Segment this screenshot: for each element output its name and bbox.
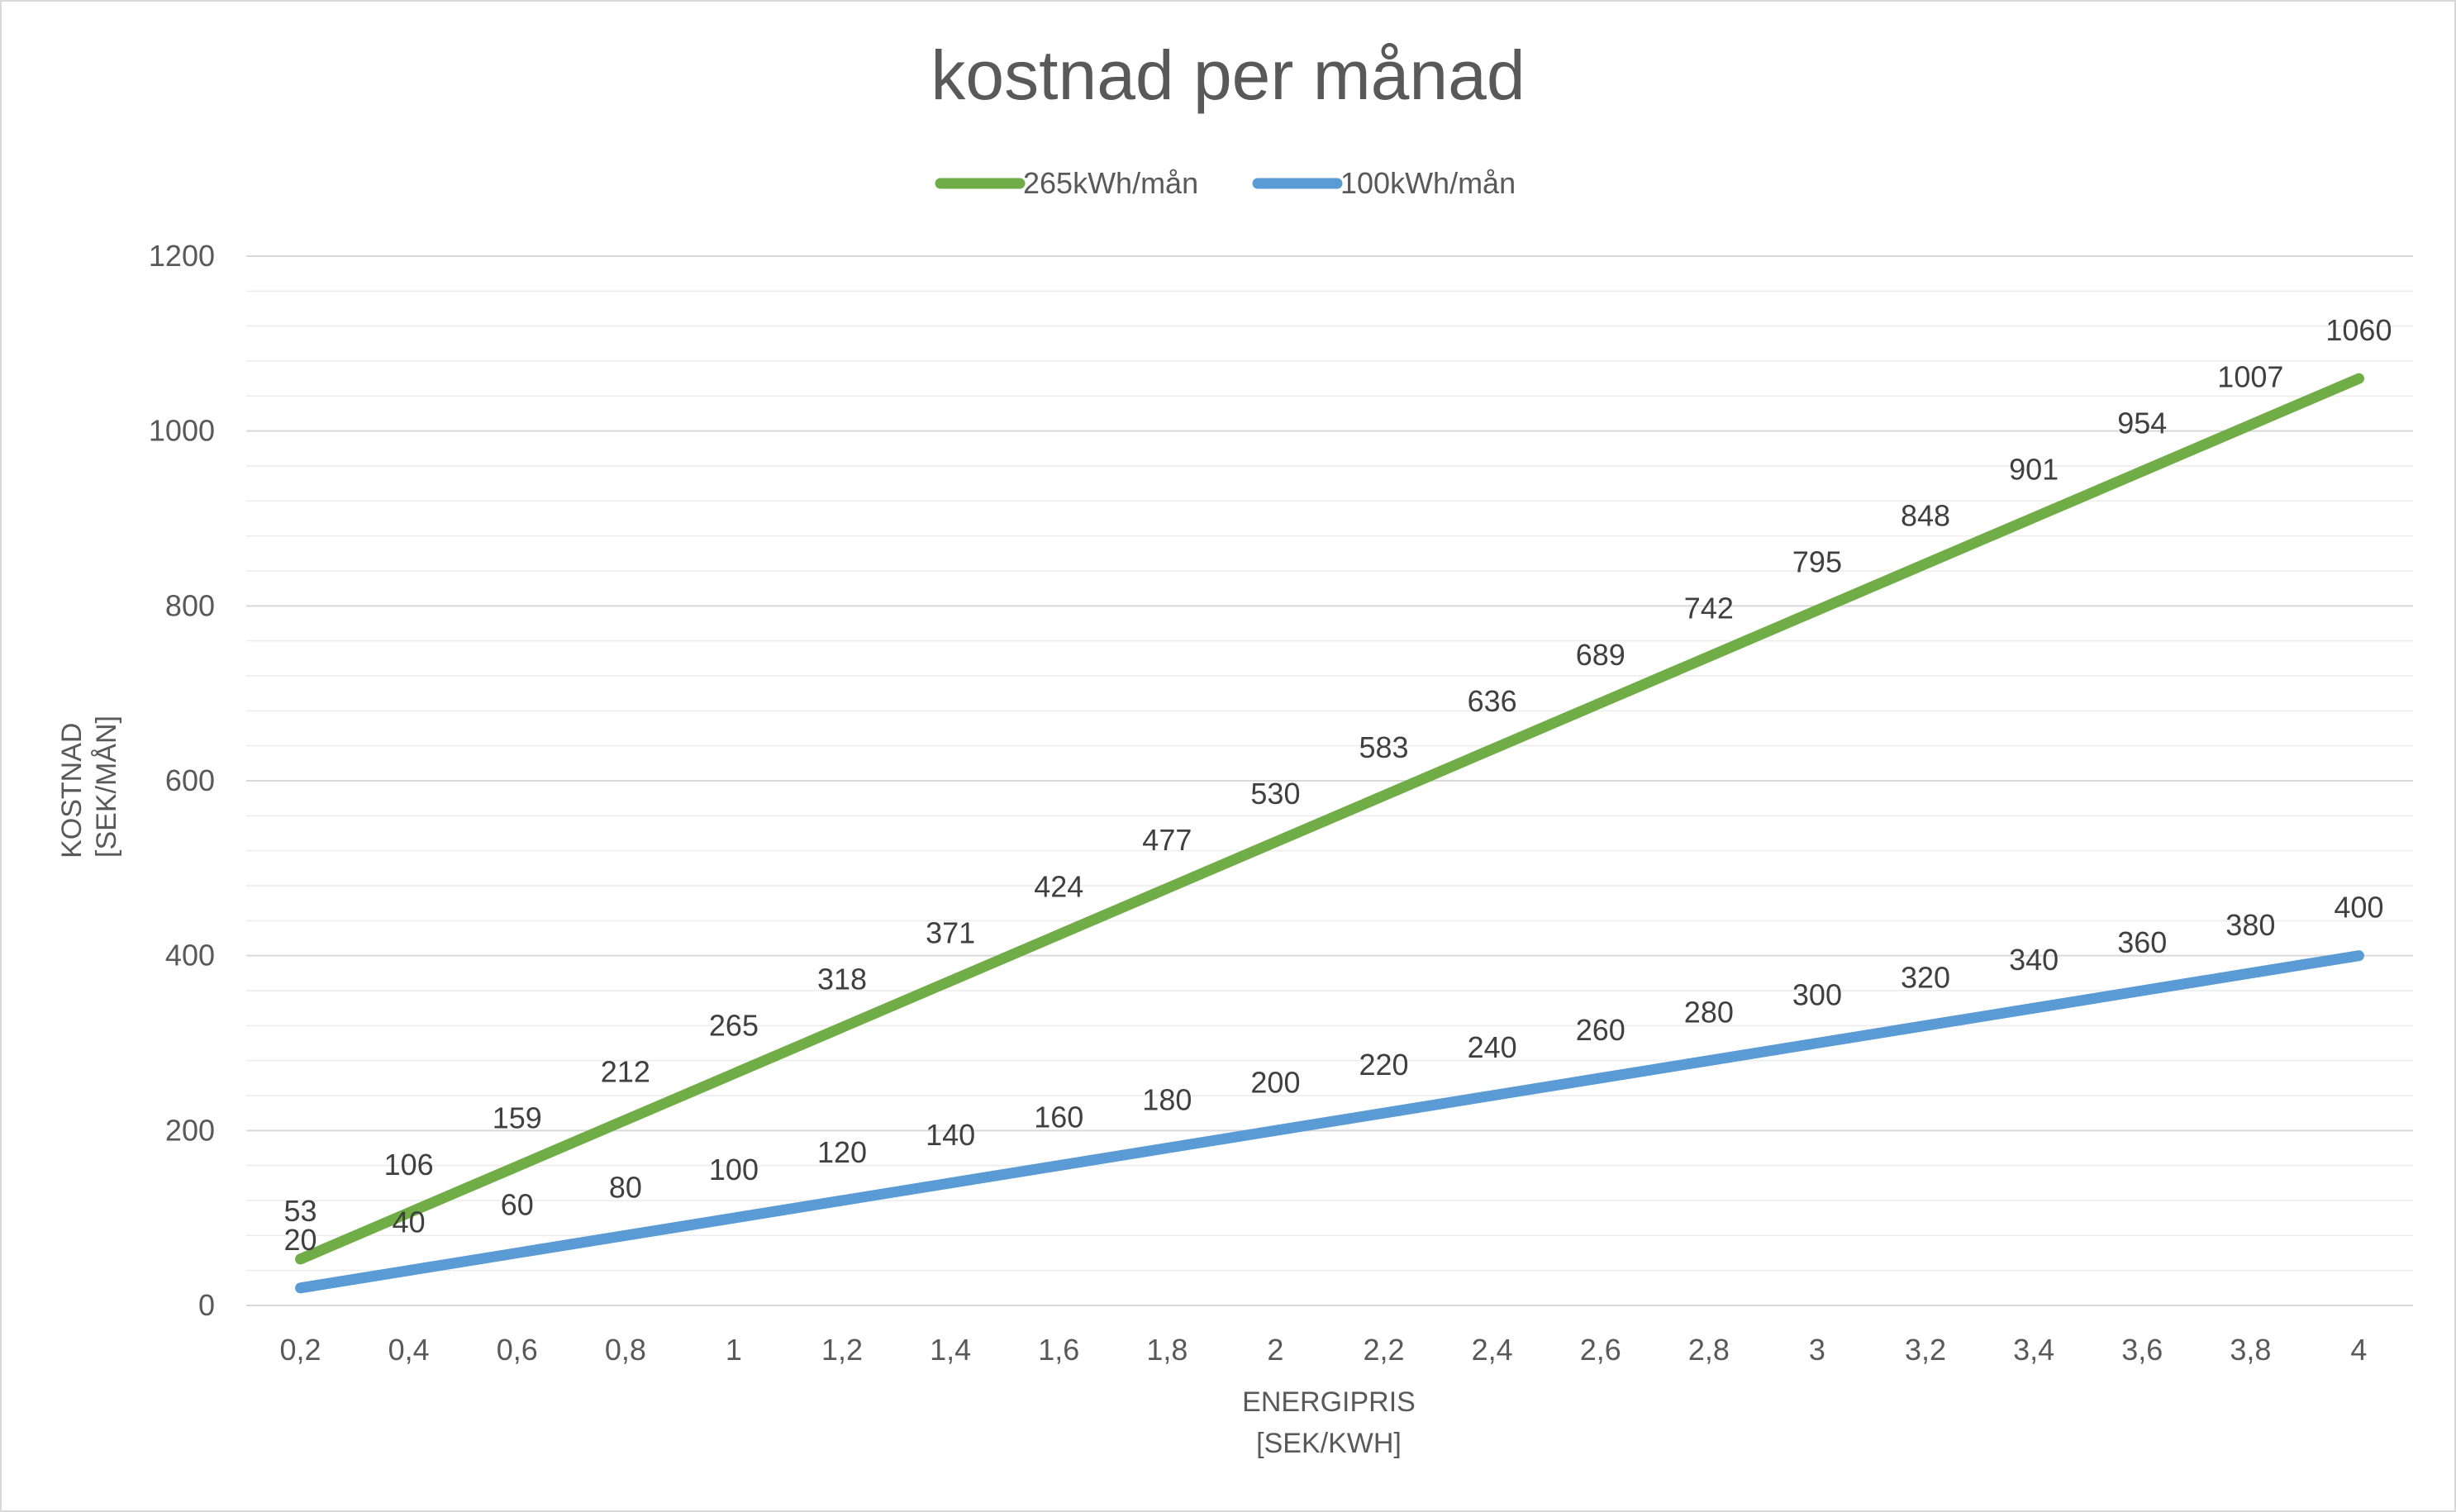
y-tick-label: 200 [165,1113,215,1147]
y-axis-title-line-2: [SEK/MÅN] [91,716,122,858]
data-label: 954 [2117,406,2167,440]
x-tick-label: 1 [726,1333,742,1367]
data-label: 477 [1142,823,1192,857]
series-lines [295,373,2364,1294]
x-axis-title-line-1: ENERGIPRIS [1242,1386,1416,1418]
data-label: 265 [709,1009,759,1043]
x-tick-label: 3 [1809,1333,1825,1367]
data-label: 689 [1576,638,1625,672]
data-label: 848 [1901,499,1950,533]
data-label: 320 [1901,960,1950,994]
data-label: 636 [1468,684,1517,718]
x-tick-label: 3,4 [2013,1333,2054,1367]
x-tick-label: 1,6 [1038,1333,1079,1367]
data-label: 424 [1034,869,1083,903]
y-axis-title: KOSTNAD [SEK/MÅN] [56,715,122,858]
data-label: 901 [2009,452,2059,486]
x-tick-label: 3,8 [2230,1333,2271,1367]
x-tick-label: 2 [1267,1333,1283,1367]
data-label: 212 [601,1055,650,1089]
y-axis-title-line-1: KOSTNAD [56,723,88,858]
data-label: 583 [1359,730,1409,764]
data-labels: 53 106 159 212 265 318 371 424 477 530 583 636 689 74… [284,313,2392,1257]
data-label: 180 [1142,1083,1192,1117]
data-label: 160 [1034,1101,1083,1134]
x-tick-label: 0,6 [497,1333,538,1367]
chart-title: kostnad per månad [931,36,1525,114]
data-label: 120 [817,1135,867,1169]
y-tick-label: 600 [165,763,215,797]
data-label: 240 [1468,1030,1517,1064]
data-label: 106 [384,1148,434,1182]
data-label: 300 [1792,978,1842,1012]
data-label: 380 [2225,908,2275,942]
y-axis-ticks: 0 200 400 600 800 1000 1200 [149,239,215,1322]
data-label: 742 [1684,592,1734,625]
data-label: 220 [1359,1048,1409,1082]
legend-label-1: 265kWh/mån [1023,166,1198,200]
x-tick-label: 1,4 [930,1333,971,1367]
series-line-1 [295,373,2364,1265]
data-label: 100 [709,1153,759,1186]
data-label: 318 [817,962,867,996]
x-tick-label: 0,4 [388,1333,430,1367]
x-tick-label: 2,8 [1688,1333,1730,1367]
x-tick-label: 0,8 [605,1333,646,1367]
data-label: 371 [926,915,975,949]
data-label: 40 [393,1205,426,1239]
data-label: 280 [1684,996,1734,1029]
y-tick-label: 1000 [149,414,215,448]
data-label: 53 [284,1194,317,1228]
x-axis-title-line-2: [SEK/KWH] [1256,1428,1402,1459]
data-label: 159 [493,1101,542,1135]
x-tick-label: 1,2 [821,1333,863,1367]
x-tick-label: 2,2 [1364,1333,1405,1367]
y-tick-label: 400 [165,939,215,972]
data-label: 20 [284,1223,317,1257]
data-label: 1007 [2217,359,2283,393]
x-tick-label: 1,8 [1146,1333,1188,1367]
x-tick-label: 3,2 [1905,1333,1946,1367]
data-label: 260 [1576,1013,1625,1047]
data-label: 60 [501,1188,534,1222]
x-tick-label: 2,4 [1472,1333,1513,1367]
data-label: 140 [926,1118,975,1152]
data-label: 340 [2009,943,2059,977]
data-label: 80 [609,1170,642,1204]
legend-label-2: 100kWh/mån [1340,166,1516,200]
x-tick-label: 0,2 [280,1333,321,1367]
data-label: 360 [2117,925,2167,959]
data-label: 200 [1250,1065,1300,1099]
x-tick-label: 3,6 [2121,1333,2163,1367]
x-axis-ticks: 0,2 0,4 0,6 0,8 1 1,2 1,4 1,6 1,8 2 2,2 2,4 2,6 2,8 3 3… [280,1333,2368,1367]
legend: 265kWh/mån 100kWh/mån [935,166,1516,200]
y-tick-label: 0 [198,1288,215,1322]
x-tick-label: 4 [2350,1333,2367,1367]
data-label: 530 [1250,777,1300,811]
data-label: 795 [1792,545,1842,579]
series-line-2 [295,950,2364,1294]
x-tick-label: 2,6 [1580,1333,1621,1367]
y-tick-label: 1200 [149,239,215,273]
data-label: 400 [2334,891,2383,925]
y-tick-label: 800 [165,588,215,622]
data-label: 1060 [2325,313,2392,347]
